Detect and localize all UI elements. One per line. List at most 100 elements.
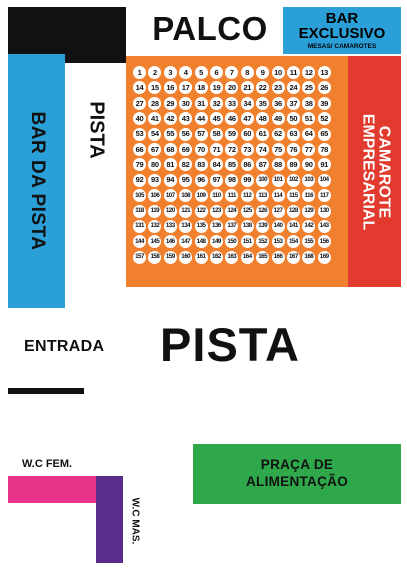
praca-de-alimentacao-area[interactable]: PRAÇA DE ALIMENTAÇÃO <box>193 444 401 504</box>
seat-87[interactable]: 87 <box>256 158 270 172</box>
seat-168[interactable]: 168 <box>302 250 316 264</box>
seat-134[interactable]: 134 <box>179 219 193 233</box>
seat-1[interactable]: 1 <box>133 66 146 79</box>
seat-130[interactable]: 130 <box>317 204 331 218</box>
seat-110[interactable]: 110 <box>209 189 223 203</box>
seat-151[interactable]: 151 <box>240 235 254 249</box>
seat-15[interactable]: 15 <box>148 81 162 95</box>
seat-100[interactable]: 100 <box>256 173 270 187</box>
seat-150[interactable]: 150 <box>225 235 239 249</box>
seat-69[interactable]: 69 <box>179 142 193 156</box>
seat-31[interactable]: 31 <box>194 96 208 110</box>
seat-99[interactable]: 99 <box>240 173 254 187</box>
seat-50[interactable]: 50 <box>286 112 300 126</box>
seat-3[interactable]: 3 <box>163 66 177 79</box>
seat-68[interactable]: 68 <box>163 142 177 156</box>
seat-161[interactable]: 161 <box>194 250 208 264</box>
seat-45[interactable]: 45 <box>209 112 223 126</box>
seat-98[interactable]: 98 <box>225 173 239 187</box>
seat-66[interactable]: 66 <box>133 142 146 156</box>
seat-21[interactable]: 21 <box>240 81 254 95</box>
seat-59[interactable]: 59 <box>225 127 239 141</box>
seat-82[interactable]: 82 <box>179 158 193 172</box>
seat-140[interactable]: 140 <box>271 219 285 233</box>
seat-157[interactable]: 157 <box>133 250 146 264</box>
bar-exclusivo-area[interactable]: BAR EXCLUSIVO MESAS/ CAMAROTES <box>283 7 401 54</box>
seat-36[interactable]: 36 <box>271 96 285 110</box>
seat-121[interactable]: 121 <box>179 204 193 218</box>
seat-113[interactable]: 113 <box>256 189 270 203</box>
seat-123[interactable]: 123 <box>209 204 223 218</box>
seat-32[interactable]: 32 <box>209 96 223 110</box>
seat-125[interactable]: 125 <box>240 204 254 218</box>
seat-70[interactable]: 70 <box>194 142 208 156</box>
seat-104[interactable]: 104 <box>317 173 331 187</box>
seat-149[interactable]: 149 <box>209 235 223 249</box>
seat-76[interactable]: 76 <box>286 142 300 156</box>
seat-35[interactable]: 35 <box>256 96 270 110</box>
seat-101[interactable]: 101 <box>271 173 285 187</box>
seat-91[interactable]: 91 <box>317 158 331 172</box>
wc-fem-area[interactable] <box>8 476 96 503</box>
seat-146[interactable]: 146 <box>163 235 177 249</box>
seat-54[interactable]: 54 <box>148 127 162 141</box>
seat-33[interactable]: 33 <box>225 96 239 110</box>
seat-95[interactable]: 95 <box>179 173 193 187</box>
seat-129[interactable]: 129 <box>302 204 316 218</box>
seat-34[interactable]: 34 <box>240 96 254 110</box>
seat-158[interactable]: 158 <box>148 250 162 264</box>
seat-102[interactable]: 102 <box>286 173 300 187</box>
seat-119[interactable]: 119 <box>148 204 162 218</box>
seat-24[interactable]: 24 <box>286 81 300 95</box>
seat-41[interactable]: 41 <box>148 112 162 126</box>
seat-135[interactable]: 135 <box>194 219 208 233</box>
seat-27[interactable]: 27 <box>133 96 146 110</box>
seat-117[interactable]: 117 <box>317 189 331 203</box>
seat-79[interactable]: 79 <box>133 158 146 172</box>
seat-14[interactable]: 14 <box>133 81 146 95</box>
seat-166[interactable]: 166 <box>271 250 285 264</box>
seat-163[interactable]: 163 <box>225 250 239 264</box>
seat-143[interactable]: 143 <box>317 219 331 233</box>
seat-58[interactable]: 58 <box>209 127 223 141</box>
seat-81[interactable]: 81 <box>163 158 177 172</box>
seat-55[interactable]: 55 <box>163 127 177 141</box>
seat-116[interactable]: 116 <box>302 189 316 203</box>
seat-80[interactable]: 80 <box>148 158 162 172</box>
seat-25[interactable]: 25 <box>302 81 316 95</box>
seat-164[interactable]: 164 <box>240 250 254 264</box>
seat-139[interactable]: 139 <box>256 219 270 233</box>
seat-90[interactable]: 90 <box>302 158 316 172</box>
seat-153[interactable]: 153 <box>271 235 285 249</box>
seat-53[interactable]: 53 <box>133 127 146 141</box>
seat-9[interactable]: 9 <box>256 66 270 79</box>
seat-111[interactable]: 111 <box>225 189 239 203</box>
seat-23[interactable]: 23 <box>271 81 285 95</box>
seat-18[interactable]: 18 <box>194 81 208 95</box>
seat-22[interactable]: 22 <box>256 81 270 95</box>
seat-48[interactable]: 48 <box>256 112 270 126</box>
seat-85[interactable]: 85 <box>225 158 239 172</box>
seat-159[interactable]: 159 <box>163 250 177 264</box>
seat-128[interactable]: 128 <box>286 204 300 218</box>
seat-122[interactable]: 122 <box>194 204 208 218</box>
seat-109[interactable]: 109 <box>194 189 208 203</box>
bar-da-pista-area[interactable]: BAR DA PISTA <box>8 54 65 308</box>
seat-105[interactable]: 105 <box>133 189 146 203</box>
seat-92[interactable]: 92 <box>133 173 146 187</box>
seat-11[interactable]: 11 <box>286 66 300 79</box>
seat-86[interactable]: 86 <box>240 158 254 172</box>
seat-77[interactable]: 77 <box>302 142 316 156</box>
seat-141[interactable]: 141 <box>286 219 300 233</box>
seat-26[interactable]: 26 <box>317 81 331 95</box>
seat-17[interactable]: 17 <box>179 81 193 95</box>
seat-7[interactable]: 7 <box>225 66 239 79</box>
seat-5[interactable]: 5 <box>194 66 208 79</box>
seat-145[interactable]: 145 <box>148 235 162 249</box>
seat-12[interactable]: 12 <box>302 66 316 79</box>
seat-52[interactable]: 52 <box>317 112 331 126</box>
seat-154[interactable]: 154 <box>286 235 300 249</box>
seat-167[interactable]: 167 <box>286 250 300 264</box>
seat-8[interactable]: 8 <box>240 66 254 79</box>
seat-49[interactable]: 49 <box>271 112 285 126</box>
